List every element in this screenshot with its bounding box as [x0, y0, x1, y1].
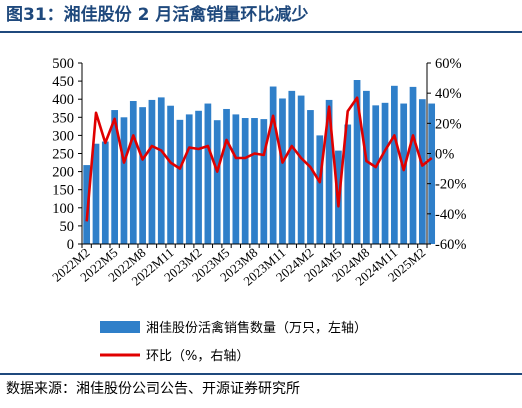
- bar-2024M9: [372, 105, 380, 244]
- right-tick-label: -40%: [435, 207, 466, 223]
- left-tick-label: 100: [52, 201, 74, 217]
- left-tick-label: 200: [52, 165, 74, 181]
- bar-2023M1: [185, 114, 193, 245]
- chart-legend: 湘佳股份活禽销售数量（万只，左轴） 环比（%，右轴）: [100, 320, 367, 364]
- bar-2022M2: [83, 165, 91, 244]
- legend-label-line: 环比（%，右轴）: [146, 349, 249, 364]
- bar-2023M5: [223, 108, 230, 244]
- source-note: 数据来源：湘佳股份公司公告、开源证券研究所: [6, 381, 300, 397]
- source-rule: [0, 373, 522, 375]
- bar-2023M11: [279, 98, 286, 244]
- mom-change-line: [85, 96, 433, 222]
- bar-2024M8: [363, 90, 370, 245]
- right-tick-label: 20%: [435, 116, 462, 132]
- left-tick-label: 50: [60, 219, 75, 235]
- right-tick-label: 40%: [435, 86, 462, 102]
- bar-2022M4: [101, 141, 109, 244]
- right-tick-label: -60%: [435, 237, 466, 253]
- bar-2023M12: [288, 90, 296, 245]
- bar-2022M11: [167, 105, 174, 244]
- bar-2022M10: [157, 97, 165, 244]
- bar-series: [83, 80, 436, 245]
- bar-2023M10: [269, 86, 277, 244]
- bar-2022M5: [111, 110, 118, 244]
- left-tick-label: 500: [52, 56, 74, 72]
- right-tick-label: 0%: [435, 147, 454, 163]
- legend-label-bars: 湘佳股份活禽销售数量（万只，左轴）: [146, 320, 367, 336]
- left-tick-label: 450: [52, 74, 74, 90]
- bar-2022M3: [92, 143, 100, 244]
- bar-2024M2: [307, 110, 314, 244]
- bar-2024M4: [325, 99, 333, 244]
- bar-2025M1: [409, 86, 417, 244]
- left-tick-label: 250: [52, 147, 74, 163]
- bar-2024M7: [353, 80, 361, 244]
- bar-undefined: [428, 103, 436, 244]
- bar-2023M6: [232, 114, 240, 245]
- bar-2023M4: [213, 120, 221, 244]
- bar-2022M6: [120, 117, 128, 244]
- left-tick-label: 350: [52, 110, 74, 126]
- bar-2023M7: [241, 118, 249, 244]
- bar-2025M2: [418, 99, 426, 244]
- right-tick-label: -20%: [435, 177, 466, 193]
- legend-swatch-bars: [100, 321, 140, 333]
- bar-2023M8: [251, 118, 258, 244]
- left-tick-label: 300: [52, 128, 74, 144]
- bar-2023M2: [195, 110, 202, 244]
- left-tick-label: 0: [67, 237, 74, 253]
- left-tick-label: 150: [52, 183, 74, 199]
- bar-2023M9: [260, 119, 268, 244]
- right-tick-label: 60%: [435, 56, 462, 72]
- line-series: [85, 96, 433, 222]
- bar-2024M3: [316, 135, 324, 244]
- bar-2024M11: [391, 85, 398, 244]
- bar-2022M9: [148, 99, 156, 244]
- title-rule: [0, 31, 522, 33]
- chart-title: 图31：湘佳股份 2 月活禽销量环比减少: [6, 5, 309, 25]
- bar-2024M10: [381, 102, 389, 244]
- bar-2024M12: [400, 103, 408, 244]
- bar-2024M6: [344, 124, 352, 244]
- bar-2022M7: [129, 101, 137, 244]
- left-tick-label: 400: [52, 92, 74, 108]
- bar-2022M8: [139, 107, 146, 244]
- bar-2023M3: [204, 103, 212, 244]
- bar-2022M12: [176, 119, 184, 244]
- bar-2024M1: [297, 95, 305, 244]
